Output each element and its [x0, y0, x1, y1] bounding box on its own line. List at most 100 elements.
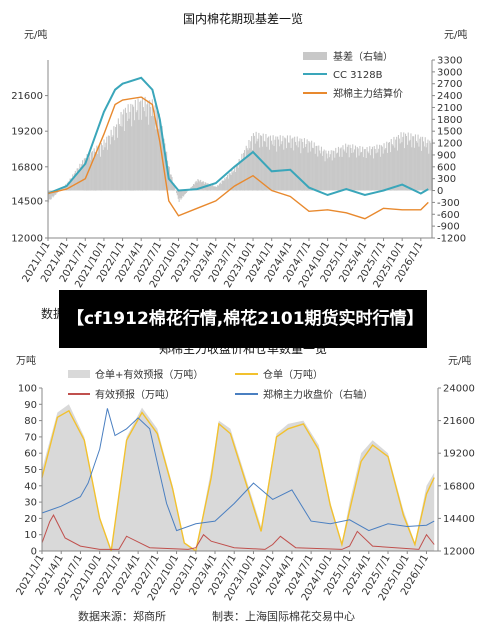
legend-forecast-label: 有效预报（万吨） [95, 388, 175, 401]
basis-bar [388, 142, 390, 191]
basis-bar [274, 139, 276, 191]
basis-bar [70, 178, 72, 191]
basis-bar [196, 182, 198, 191]
basis-bar [63, 186, 65, 191]
basis-bar [215, 186, 217, 191]
basis-bar [318, 145, 320, 191]
basis-bar [209, 184, 211, 191]
zce-cotton-line [47, 96, 429, 220]
basis-bar [394, 147, 396, 191]
basis-bar [186, 190, 188, 192]
basis-bar [147, 100, 149, 191]
basis-bar [216, 186, 218, 191]
basis-bar [339, 148, 341, 191]
basis-bar [319, 150, 321, 191]
chart2-right-unit: 元/吨 [448, 354, 471, 367]
basis-bar [54, 190, 56, 195]
basis-bar [383, 143, 385, 191]
basis-bar [363, 157, 365, 191]
basis-bar [267, 137, 269, 191]
chart1-right-tick-label: 3300 [437, 56, 462, 67]
basis-bar [180, 190, 182, 200]
chart1-right-tick-label: 1500 [437, 127, 462, 138]
legend-total-swatch [68, 370, 90, 378]
basis-bar [52, 190, 54, 198]
basis-bar [324, 161, 326, 191]
footer-producer: 制表：上海国际棉花交易中心 [212, 610, 355, 623]
chart2-legend: 仓单+有效预报（万吨） 仓单（万吨） 有效预报（万吨） 郑棉主力收盘价（右轴） [68, 368, 373, 401]
basis-bar [309, 142, 311, 191]
basis-bar [125, 112, 127, 191]
basis-bar [356, 146, 358, 191]
basis-bar [302, 142, 304, 191]
basis-bar [53, 190, 55, 197]
basis-bar [377, 152, 379, 191]
basis-bar [253, 135, 255, 191]
basis-bar [221, 180, 223, 191]
basis-bar [138, 119, 140, 191]
basis-bar [368, 153, 370, 191]
basis-bar [162, 145, 164, 191]
basis-bar [210, 184, 212, 191]
basis-bar [413, 136, 415, 191]
basis-bar [252, 133, 254, 191]
basis-bar [201, 182, 203, 191]
chart2-left-tick-label: 80 [24, 416, 37, 427]
basis-bar [429, 140, 431, 191]
basis-bar [287, 142, 289, 191]
basis-bar [81, 164, 83, 191]
basis-bar [255, 131, 257, 191]
basis-bar [184, 190, 186, 194]
basis-bar [252, 150, 254, 191]
basis-bar [264, 141, 266, 191]
basis-bar [418, 146, 420, 191]
basis-bar [133, 106, 135, 191]
basis-bar [392, 145, 394, 191]
chart1-basis-bars [48, 96, 433, 203]
basis-bar [131, 126, 133, 191]
chart2-right-tick-label: 19200 [443, 449, 475, 460]
basis-bar [323, 149, 325, 191]
basis-bar [422, 141, 424, 191]
basis-bar [65, 185, 67, 191]
basis-bar [97, 154, 99, 191]
basis-bar [408, 141, 410, 191]
basis-bar [90, 160, 92, 191]
basis-bar [106, 136, 108, 191]
basis-bar [115, 127, 117, 191]
basis-bar [79, 163, 81, 191]
basis-bar [112, 135, 114, 191]
chart1-right-tick-label: 900 [437, 150, 456, 161]
basis-bar [300, 153, 302, 191]
basis-bar [425, 147, 427, 191]
basis-bar [232, 172, 234, 191]
chart1-right-tick-label: 300 [437, 174, 456, 185]
basis-bar [386, 141, 388, 191]
basis-bar [366, 147, 368, 191]
basis-bar [218, 185, 220, 191]
basis-bar [345, 143, 347, 191]
basis-bar [332, 150, 334, 191]
basis-bar [55, 190, 57, 195]
basis-bar [335, 147, 337, 191]
basis-bar [107, 149, 109, 191]
basis-bar [307, 152, 309, 191]
basis-bar [222, 180, 224, 191]
basis-bar [135, 112, 137, 191]
basis-bar [219, 182, 221, 191]
basis-bar [193, 184, 195, 191]
chart1-right-tick-label: 2400 [437, 91, 462, 102]
basis-bar [289, 135, 291, 191]
chart-basis: 国内棉花期现基差一览 元/吨 元/吨 120001450016800192002… [11, 11, 467, 290]
basis-bar [122, 114, 124, 191]
chart1-right-tick-label: -1200 [437, 234, 466, 245]
basis-bar [403, 132, 405, 191]
basis-bar [176, 190, 178, 194]
chart1-legend: 基差（右轴） CC 3128B 郑棉主力结算价 [303, 50, 403, 100]
basis-bar [94, 151, 96, 191]
basis-bar [239, 161, 241, 191]
basis-bar [225, 179, 227, 191]
basis-bar [96, 145, 98, 191]
basis-bar [299, 138, 301, 191]
basis-bar [201, 181, 203, 191]
